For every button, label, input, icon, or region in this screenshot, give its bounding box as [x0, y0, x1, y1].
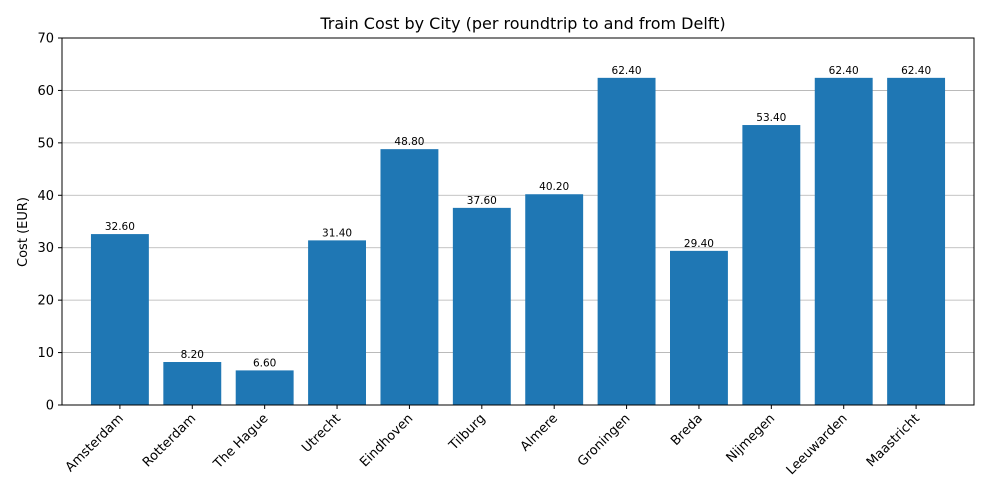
y-tick-label: 70	[37, 32, 54, 47]
bar-value-label: 40.20	[539, 181, 569, 193]
bar-value-label: 48.80	[394, 136, 424, 148]
x-tick-label: Tilburg	[446, 411, 489, 454]
bar	[90, 234, 149, 405]
y-tick-label: 50	[37, 136, 54, 151]
x-tick-label: The Hague	[210, 411, 271, 472]
x-axis-ticks: Amsterdam Rotterdam The Hague Utrecht Eindho…	[63, 405, 923, 478]
x-tick-label: Rotterdam	[140, 411, 199, 470]
bar	[887, 77, 946, 406]
chart-title: Train Cost by City (per roundtrip to and…	[319, 14, 725, 33]
y-tick-label: 40	[37, 189, 54, 204]
bar-value-label: 31.40	[322, 227, 352, 239]
y-tick-label: 60	[37, 84, 54, 99]
bar-value-label: 62.40	[901, 65, 931, 77]
x-tick-label: Maastricht	[864, 411, 923, 470]
bar	[814, 77, 873, 406]
y-axis-label: Cost (EUR)	[16, 197, 31, 267]
x-tick-label: Almere	[518, 411, 561, 454]
bars	[90, 77, 946, 406]
bar	[670, 250, 728, 405]
bar-value-label: 6.60	[253, 357, 276, 369]
x-tick-label: Nijmegen	[724, 411, 779, 466]
y-tick-label: 20	[37, 294, 54, 309]
y-axis-ticks: 0 10 20 30 40 50 60 70	[37, 32, 62, 414]
value-labels: 32.60 8.20 6.60 31.40 48.80 37.60 40.20 62.40 29…	[105, 65, 931, 370]
bar	[235, 370, 294, 405]
x-tick-label: Eindhoven	[357, 411, 416, 470]
bar-value-label: 62.40	[829, 65, 859, 77]
y-tick-label: 30	[37, 241, 54, 256]
y-tick-label: 10	[37, 346, 54, 361]
x-tick-label: Breda	[668, 411, 706, 449]
bar-value-label: 29.40	[684, 238, 714, 250]
plot-frame	[61, 37, 975, 406]
bar	[308, 240, 366, 405]
x-tick-label: Leeuwarden	[784, 411, 851, 478]
bar-value-label: 8.20	[181, 349, 204, 361]
bar-value-label: 37.60	[467, 195, 497, 207]
bar-value-label: 32.60	[105, 221, 135, 233]
x-tick-label: Groningen	[575, 411, 633, 469]
x-tick-label: Amsterdam	[63, 411, 127, 475]
bar-value-label: 62.40	[612, 65, 642, 77]
x-tick-label: Utrecht	[299, 411, 344, 456]
bar	[452, 207, 511, 405]
bar	[742, 125, 801, 405]
bar	[597, 77, 656, 406]
y-tick-label: 0	[46, 399, 54, 414]
bar	[163, 362, 222, 405]
bar	[525, 194, 584, 405]
bar	[380, 149, 439, 405]
bar-value-label: 53.40	[756, 112, 786, 124]
